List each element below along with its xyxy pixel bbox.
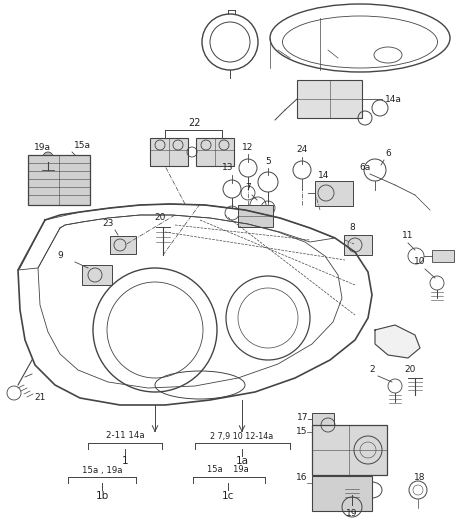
Text: 21: 21	[34, 393, 46, 402]
Text: 11: 11	[402, 230, 414, 239]
Bar	[312, 476, 372, 511]
Text: 2: 2	[369, 366, 375, 375]
Text: 1b: 1b	[95, 491, 109, 501]
Text: 19a: 19a	[34, 143, 51, 151]
Text: 10: 10	[414, 258, 426, 267]
Bar	[312, 425, 387, 475]
Text: 15a , 19a: 15a , 19a	[82, 466, 122, 474]
Bar	[432, 250, 454, 262]
Text: 14: 14	[319, 170, 330, 179]
Text: 1a: 1a	[236, 456, 248, 466]
Text: 14a: 14a	[385, 95, 402, 104]
Text: 9: 9	[57, 250, 63, 259]
Text: 12: 12	[242, 143, 254, 151]
Text: 15a: 15a	[73, 140, 91, 149]
Text: 18: 18	[414, 473, 426, 482]
Text: 24: 24	[296, 146, 308, 155]
Circle shape	[43, 152, 53, 162]
Bar	[196, 138, 234, 166]
Bar	[344, 235, 372, 255]
Text: 1: 1	[122, 456, 128, 466]
Text: 20: 20	[155, 214, 166, 222]
Text: 6: 6	[385, 148, 391, 157]
Polygon shape	[375, 325, 420, 358]
Text: 2-11 14a: 2-11 14a	[106, 431, 144, 440]
Text: 15: 15	[295, 428, 307, 437]
Bar	[315, 181, 353, 206]
Text: 20: 20	[404, 366, 416, 375]
Bar	[297, 80, 362, 118]
Text: 8: 8	[349, 224, 355, 232]
Bar	[150, 138, 188, 166]
Bar	[28, 155, 90, 205]
Text: 13: 13	[222, 164, 234, 173]
Text: 22: 22	[189, 118, 201, 128]
Text: 17: 17	[297, 413, 308, 422]
Text: 7: 7	[245, 184, 251, 193]
Text: 19: 19	[346, 509, 358, 518]
Text: 1c: 1c	[222, 491, 234, 501]
Text: 16: 16	[295, 473, 307, 482]
Text: 23: 23	[102, 218, 114, 228]
Text: 15a    19a: 15a 19a	[207, 466, 249, 474]
Bar	[110, 236, 136, 254]
Bar	[82, 265, 112, 285]
Bar	[312, 413, 334, 426]
Text: 2 7,9 10 12-14a: 2 7,9 10 12-14a	[210, 431, 273, 440]
Bar	[238, 205, 273, 227]
Text: 6a: 6a	[359, 163, 371, 171]
Text: 5: 5	[265, 157, 271, 166]
